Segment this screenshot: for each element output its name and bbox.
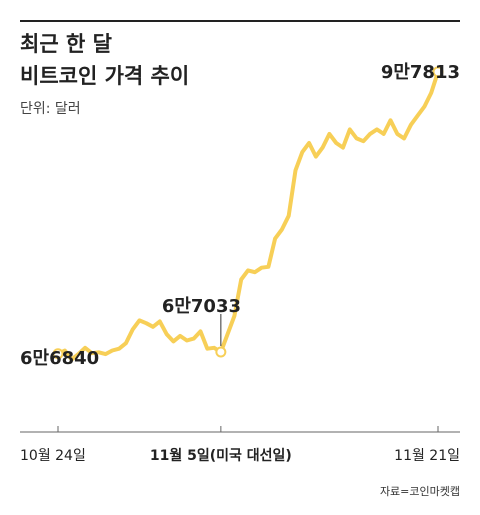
data-point-marker bbox=[432, 66, 444, 78]
price-series-line bbox=[56, 69, 440, 362]
top-rule bbox=[20, 20, 460, 22]
data-point-marker bbox=[52, 348, 64, 360]
x-tick-label: 10월 24일 bbox=[20, 448, 86, 464]
data-label: 9만7813 bbox=[381, 62, 460, 83]
source-label: 자료=코인마켓캡 bbox=[379, 485, 460, 498]
x-tick-label: 11월 21일 bbox=[394, 448, 460, 464]
unit-label: 단위: 달러 bbox=[20, 101, 81, 117]
title-line-2: 비트코인 가격 추이 bbox=[20, 64, 190, 88]
title-line-1: 최근 한 달 bbox=[20, 32, 112, 56]
data-label: 6만6840 bbox=[20, 348, 99, 369]
data-point-marker bbox=[215, 346, 227, 358]
data-label: 6만7033 bbox=[162, 296, 241, 317]
x-tick-label: 11월 5일(미국 대선일) bbox=[150, 447, 292, 464]
chart-title: 최근 한 달 비트코인 가격 추이 bbox=[20, 28, 189, 92]
